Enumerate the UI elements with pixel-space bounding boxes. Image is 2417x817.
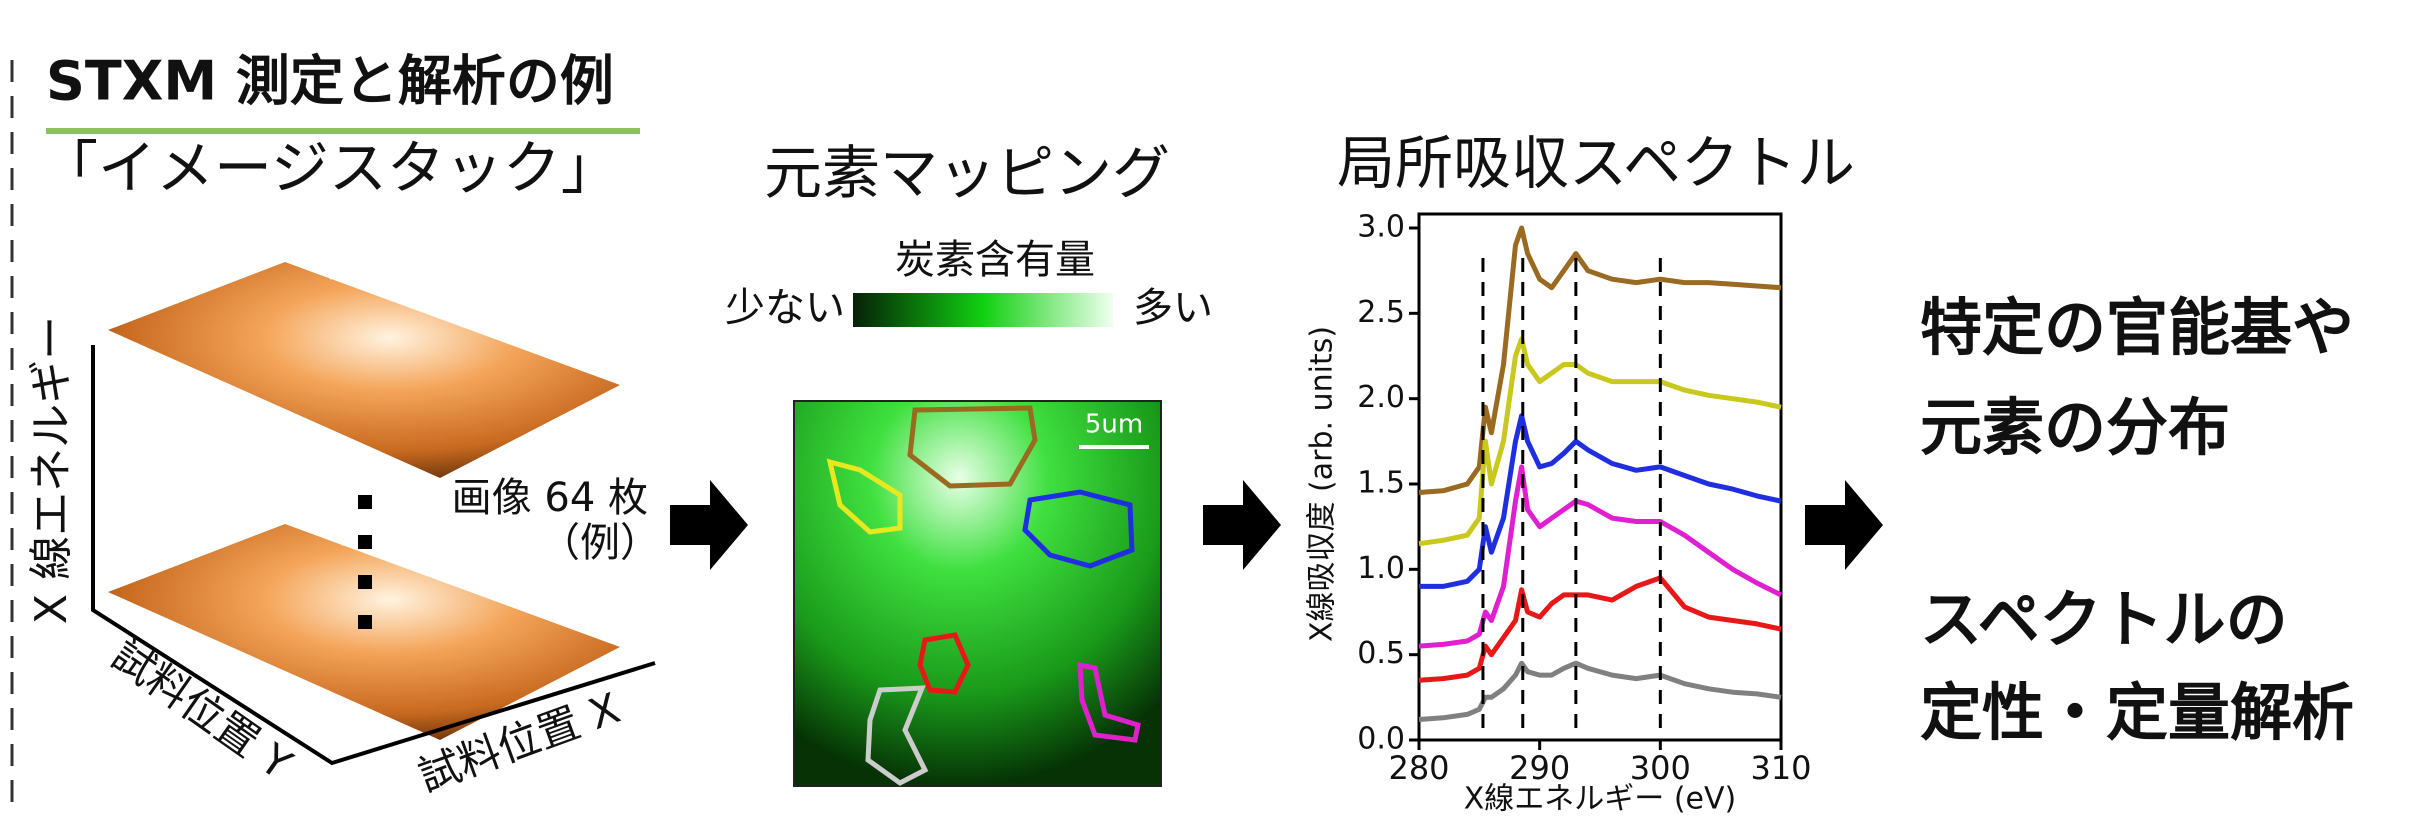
arrow [1805,480,1883,570]
y-tick-label: 1.0 [1357,551,1405,586]
y-axis-label: X線吸収度 (arb. units) [1305,326,1340,642]
example-label: （例） [540,520,660,566]
colorbar-low: 少ない [725,285,845,331]
y-tick-label: 1.5 [1357,466,1405,501]
conclusion: 元素の分布 [1920,391,2230,464]
colorbar-high: 多い [1133,285,1213,331]
count-label: 画像 64 枚 [452,475,648,521]
x-tick-label: 280 [1388,749,1449,787]
series-line [1419,578,1781,680]
colorbar [853,293,1113,327]
mapping-title: 元素マッピング [764,139,1170,207]
y-tick-label: 0.5 [1357,636,1405,671]
stack-image [108,262,620,478]
conclusion: 特定の官能基や [1920,291,2354,364]
energy-axis-label: X 線エネルギー [26,316,77,624]
arrow [670,480,748,570]
stack-title: 「イメージスタック」 [40,134,619,202]
arrow [1203,480,1281,570]
conclusion: スペクトルの [1920,583,2288,656]
conclusion: 定性・定量解析 [1920,676,2354,749]
y-tick-label: 2.5 [1357,295,1405,330]
chart-title: 局所吸収スペクトル [1337,129,1855,197]
element-map [794,401,1161,786]
x-axis-label: X線エネルギー (eV) [1464,782,1736,814]
y-tick-label: 3.0 [1357,210,1405,245]
scalebar-label: 5um [1085,410,1143,440]
scalebar-label: 5um [360,249,405,273]
colorbar-title: 炭素含有量 [895,237,1095,283]
series-line [1419,228,1781,493]
series-line [1419,416,1781,587]
figure: STXM 測定と解析の例 「イメージスタック」 5um 5um X 線エネルギー… [0,0,2417,813]
x-tick-label: 310 [1750,749,1811,787]
title: STXM 測定と解析の例 [46,50,614,113]
y-tick-label: 2.0 [1357,380,1405,415]
